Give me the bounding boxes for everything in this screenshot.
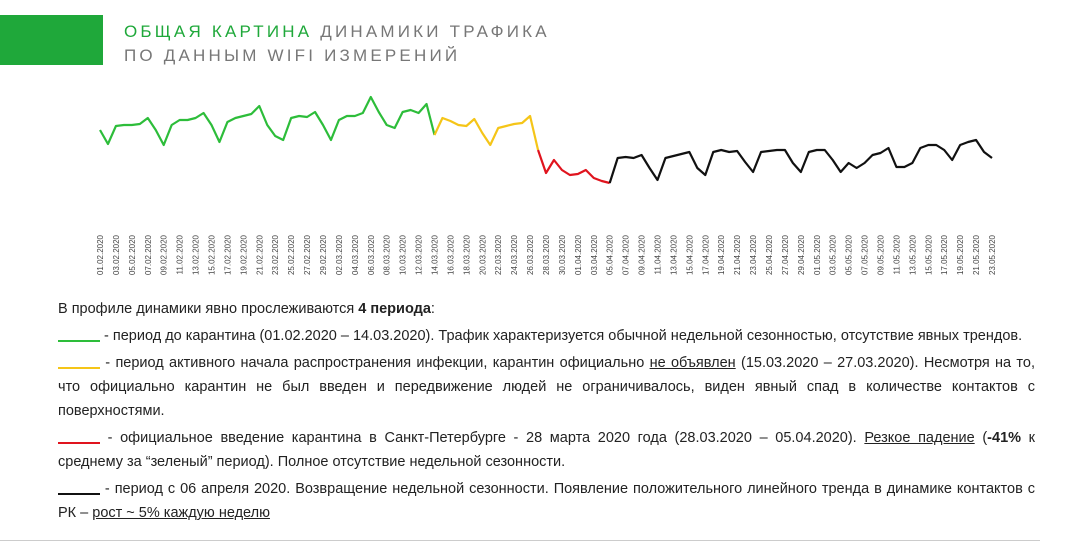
notes: В профиле динамики явно прослеживаются 4… xyxy=(58,297,1035,528)
x-tick-label: 12.03.2020 xyxy=(415,234,424,275)
x-tick-label: 08.03.2020 xyxy=(383,234,392,275)
x-tick-label: 30.03.2020 xyxy=(558,234,567,275)
x-tick-label: 09.02.2020 xyxy=(160,234,169,275)
x-tick-label: 10.03.2020 xyxy=(399,234,408,275)
x-tick-label: 03.04.2020 xyxy=(590,234,599,275)
x-tick-label: 13.04.2020 xyxy=(669,234,678,275)
x-tick-label: 25.02.2020 xyxy=(287,234,296,275)
x-tick-label: 17.02.2020 xyxy=(223,234,232,275)
series-line xyxy=(433,114,540,151)
note-text: не объявлен xyxy=(649,355,736,371)
x-tick-label: 18.03.2020 xyxy=(462,234,471,275)
x-tick-label: 21.02.2020 xyxy=(255,234,264,275)
legend-swatch xyxy=(58,340,100,342)
title-line: ОБЩАЯ КАРТИНА ДИНАМИКИ ТРАФИКА xyxy=(124,20,550,44)
divider xyxy=(0,540,1040,541)
note-text: Резкое падение xyxy=(864,430,975,446)
x-tick-label: 21.05.2020 xyxy=(972,234,981,275)
x-tick-label: 17.05.2020 xyxy=(940,234,949,275)
x-tick-label: 19.05.2020 xyxy=(956,234,965,275)
note-paragraph: - период до карантина (01.02.2020 – 14.0… xyxy=(58,324,1035,348)
x-tick-label: 05.05.2020 xyxy=(845,234,854,275)
note-text: В профиле динамики явно прослеживаются xyxy=(58,301,359,317)
note-text: - период активного начала распространени… xyxy=(100,355,650,371)
legend-swatch xyxy=(58,367,100,369)
note-text: ( xyxy=(974,430,988,446)
series-line xyxy=(608,138,993,184)
x-tick-label: 21.04.2020 xyxy=(733,234,742,275)
x-tick-label: 29.04.2020 xyxy=(797,234,806,275)
x-tick-label: 23.04.2020 xyxy=(749,234,758,275)
x-tick-label: 03.02.2020 xyxy=(112,234,121,275)
note-paragraph: - период с 06 апреля 2020. Возвращение н… xyxy=(58,477,1035,525)
x-tick-label: 13.05.2020 xyxy=(908,234,917,275)
note-text: - официальное введение карантина в Санкт… xyxy=(100,430,865,446)
series-line xyxy=(537,149,610,185)
x-tick-label: 15.05.2020 xyxy=(924,234,933,275)
x-tick-label: 09.05.2020 xyxy=(877,234,886,275)
note-text: : xyxy=(430,301,435,317)
x-tick-label: 15.04.2020 xyxy=(685,234,694,275)
x-tick-label: 27.02.2020 xyxy=(303,234,312,275)
x-tick-label: 19.04.2020 xyxy=(717,234,726,275)
note-paragraph: - период активного начала распространени… xyxy=(58,351,1035,423)
x-tick-label: 22.03.2020 xyxy=(494,234,503,275)
x-tick-label: 07.05.2020 xyxy=(861,234,870,275)
x-tick-label: 29.02.2020 xyxy=(319,234,328,275)
x-tick-label: 11.05.2020 xyxy=(892,234,901,274)
x-tick-label: 20.03.2020 xyxy=(478,234,487,275)
x-tick-label: 11.02.2020 xyxy=(176,234,185,274)
x-tick-label: 05.04.2020 xyxy=(606,234,615,275)
series-line xyxy=(99,95,436,147)
x-tick-label: 13.02.2020 xyxy=(192,234,201,275)
x-tick-label: 27.04.2020 xyxy=(781,234,790,275)
x-tick-label: 09.04.2020 xyxy=(638,234,647,275)
x-tick-label: 16.03.2020 xyxy=(446,234,455,275)
chart: 01.02.2020 03.02.2020 05.02.2020 07.02.2020… xyxy=(96,95,997,275)
x-tick-label: 15.02.2020 xyxy=(208,234,217,275)
x-tick-label: 01.02.2020 xyxy=(96,234,105,275)
x-tick-label: 05.02.2020 xyxy=(128,234,137,275)
note-text: к среднему за “зеленый” период). Полное … xyxy=(58,430,1036,470)
title-highlight: ОБЩАЯ КАРТИНА xyxy=(124,22,313,41)
accent-bar xyxy=(0,15,103,65)
title: ОБЩАЯ КАРТИНА ДИНАМИКИ ТРАФИКА ПО ДАННЫМ… xyxy=(124,20,550,68)
x-tick-label: 02.03.2020 xyxy=(335,234,344,275)
x-tick-label: 01.05.2020 xyxy=(813,234,822,275)
note-text: 4 периода xyxy=(358,301,431,317)
x-tick-label: 28.03.2020 xyxy=(542,234,551,275)
note-text: (15.03.2020 – 27.03.2020). Несмотря на т… xyxy=(58,355,1035,419)
x-tick-label: 07.02.2020 xyxy=(144,234,153,275)
x-tick-label: 07.04.2020 xyxy=(622,234,631,275)
note-text: -41% xyxy=(987,430,1022,446)
x-tick-label: 24.03.2020 xyxy=(510,234,519,275)
x-tick-label: 03.05.2020 xyxy=(829,234,838,275)
title-rest: ДИНАМИКИ ТРАФИКА xyxy=(320,22,550,41)
x-tick-label: 17.04.2020 xyxy=(701,234,710,275)
x-tick-label: 26.03.2020 xyxy=(526,234,535,275)
x-tick-label: 23.05.2020 xyxy=(988,234,997,275)
legend-swatch xyxy=(58,442,100,444)
x-tick-label: 06.03.2020 xyxy=(367,234,376,275)
x-tick-label: 01.04.2020 xyxy=(574,234,583,275)
note-paragraph: - официальное введение карантина в Санкт… xyxy=(58,426,1035,474)
note-paragraph: В профиле динамики явно прослеживаются 4… xyxy=(58,297,1035,321)
x-tick-label: 11.04.2020 xyxy=(654,234,663,274)
x-tick-label: 25.04.2020 xyxy=(765,234,774,275)
subtitle: ПО ДАННЫМ WIFI ИЗМЕРЕНИЙ xyxy=(124,46,461,65)
x-tick-label: 23.02.2020 xyxy=(271,234,280,275)
note-text: - период до карантина (01.02.2020 – 14.0… xyxy=(100,328,1023,344)
x-tick-label: 19.02.2020 xyxy=(239,234,248,275)
note-text: рост ~ 5% каждую неделю xyxy=(92,505,270,521)
x-tick-label: 14.03.2020 xyxy=(431,234,440,275)
x-tick-label: 04.03.2020 xyxy=(351,234,360,275)
note-text: - период с 06 апреля 2020. Возвращение н… xyxy=(58,481,1035,521)
legend-swatch xyxy=(58,493,100,495)
